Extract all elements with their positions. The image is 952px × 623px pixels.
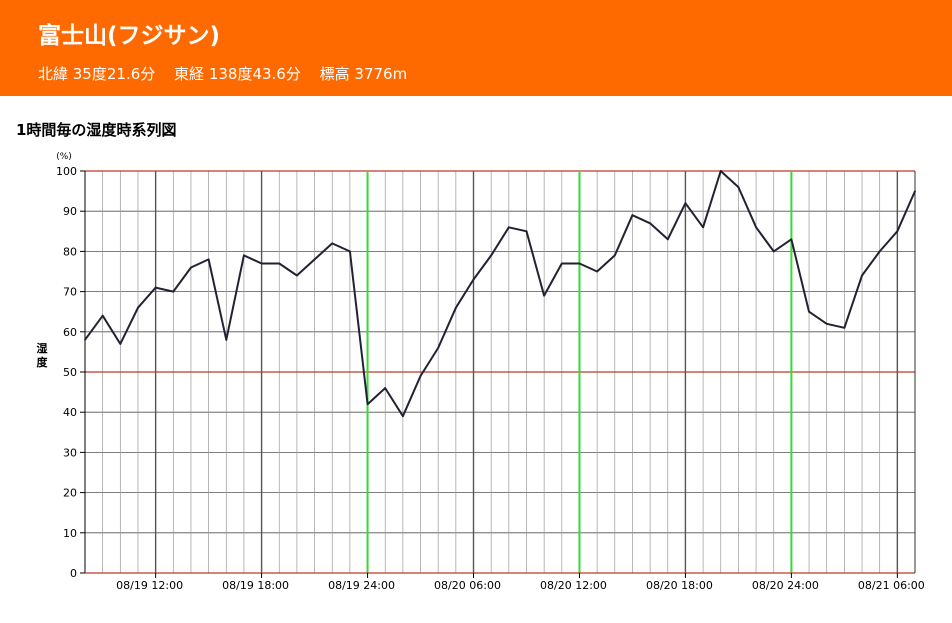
- humidity-series-line: [84, 170, 916, 418]
- station-header: 富士山(フジサン) 北緯 35度21.6分 東経 138度43.6分 標高 37…: [0, 0, 952, 96]
- x-tick-label: 08/19 18:00: [222, 579, 289, 592]
- data-point: [278, 262, 281, 265]
- data-point: [437, 346, 440, 349]
- data-point: [454, 306, 457, 309]
- data-point: [649, 222, 652, 225]
- y-axis-unit: (%): [56, 152, 72, 162]
- data-point: [613, 254, 616, 257]
- data-point: [560, 262, 563, 265]
- y-tick-label: 100: [56, 165, 77, 178]
- data-point: [154, 286, 157, 289]
- data-point: [366, 403, 369, 406]
- data-point: [843, 326, 846, 329]
- data-point: [684, 202, 687, 205]
- data-point: [596, 270, 599, 273]
- x-tick-label: 08/20 18:00: [646, 579, 713, 592]
- data-point: [419, 375, 422, 377]
- x-tick-label: 08/20 12:00: [540, 579, 607, 592]
- y-tick-label: 0: [70, 567, 77, 580]
- data-point: [896, 230, 899, 233]
- data-point: [260, 262, 263, 265]
- data-point: [719, 170, 722, 172]
- x-tick-label: 08/21 06:00: [858, 579, 925, 592]
- data-point: [472, 278, 475, 281]
- elevation: 標高 3776m: [319, 65, 408, 83]
- y-tick-label: 70: [63, 286, 77, 299]
- data-point: [702, 226, 704, 229]
- data-point: [914, 190, 916, 193]
- data-point: [790, 238, 793, 241]
- data-point: [861, 274, 863, 277]
- y-axis-label: 湿度: [37, 341, 49, 369]
- y-tick-label: 60: [63, 326, 77, 339]
- y-tick-label: 40: [63, 406, 77, 419]
- data-point: [878, 250, 881, 253]
- latitude: 北緯 35度21.6分: [38, 65, 156, 83]
- data-point: [772, 250, 775, 253]
- data-point: [137, 306, 139, 309]
- data-point: [490, 254, 493, 257]
- y-tick-label: 20: [63, 487, 77, 500]
- data-point: [808, 310, 810, 313]
- data-point: [755, 226, 757, 229]
- data-point: [384, 387, 387, 389]
- station-name: 富士山(フジサン): [38, 23, 221, 49]
- data-point: [190, 266, 192, 269]
- data-point: [737, 186, 740, 188]
- data-point: [172, 290, 175, 293]
- data-point: [631, 214, 634, 217]
- longitude: 東経 138度43.6分: [174, 65, 301, 83]
- x-tick-label: 08/20 06:00: [434, 579, 501, 592]
- data-point: [119, 342, 122, 345]
- data-point: [525, 230, 528, 233]
- data-point: [331, 242, 334, 245]
- data-point: [313, 258, 316, 261]
- data-point: [348, 250, 351, 253]
- y-tick-label: 10: [63, 527, 77, 540]
- data-point: [225, 338, 228, 341]
- data-point: [666, 238, 669, 241]
- data-point: [825, 322, 828, 325]
- station-coordinates: 北緯 35度21.6分 東経 138度43.6分 標高 3776m: [38, 63, 421, 84]
- y-tick-label: 80: [63, 245, 77, 258]
- data-point: [578, 262, 581, 265]
- y-tick-label: 90: [63, 205, 77, 218]
- data-point: [296, 274, 298, 277]
- data-point: [507, 226, 510, 229]
- data-point: [543, 294, 546, 297]
- x-tick-label: 08/20 24:00: [752, 579, 819, 592]
- y-tick-label: 50: [63, 366, 77, 379]
- x-tick-label: 08/19 12:00: [116, 579, 183, 592]
- data-point: [84, 338, 86, 341]
- x-tick-label: 08/19 24:00: [328, 579, 395, 592]
- data-point: [207, 258, 210, 261]
- data-point: [101, 314, 104, 317]
- data-point: [243, 254, 245, 257]
- y-tick-label: 30: [63, 446, 77, 459]
- chart-title: 1時間毎の湿度時系列図: [16, 121, 177, 139]
- data-point: [401, 415, 404, 418]
